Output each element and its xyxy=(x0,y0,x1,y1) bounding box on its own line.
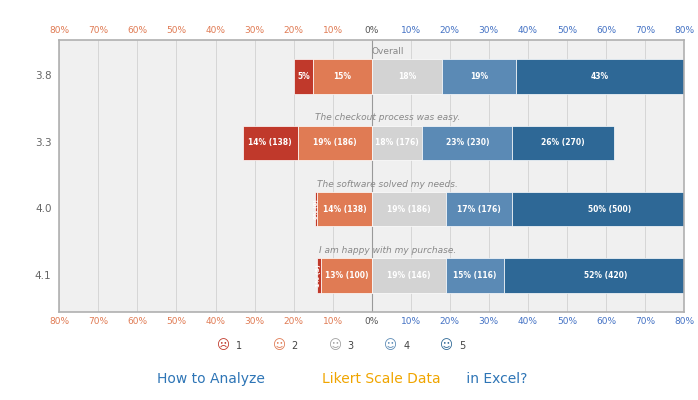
Text: 4.1: 4.1 xyxy=(35,270,52,280)
Text: 3.3: 3.3 xyxy=(35,138,52,148)
Text: How to Analyze: How to Analyze xyxy=(157,372,269,386)
Text: 4: 4 xyxy=(403,341,409,351)
Text: 26% (270): 26% (270) xyxy=(541,138,585,147)
Text: 15% (116): 15% (116) xyxy=(454,271,497,280)
Bar xyxy=(371,59,442,94)
Text: ☹: ☹ xyxy=(217,340,230,352)
Text: ☺: ☺ xyxy=(385,340,397,352)
Bar xyxy=(512,192,698,226)
Text: I am happy with my purchase.: I am happy with my purchase. xyxy=(319,246,456,255)
Text: 18%: 18% xyxy=(398,72,416,81)
Bar xyxy=(446,192,512,226)
Text: 3.8: 3.8 xyxy=(35,72,52,82)
Bar xyxy=(446,258,505,293)
Text: 3: 3 xyxy=(348,341,353,351)
Text: 15%: 15% xyxy=(334,72,351,81)
Bar xyxy=(313,59,371,94)
Bar xyxy=(516,59,684,94)
Text: 19%: 19% xyxy=(470,72,488,81)
Text: 19% (186): 19% (186) xyxy=(313,138,357,147)
Bar xyxy=(294,59,313,94)
Text: The checkout process was easy.: The checkout process was easy. xyxy=(315,113,460,122)
Bar xyxy=(442,59,516,94)
Bar xyxy=(297,126,371,160)
Text: 13% (100): 13% (100) xyxy=(325,271,368,280)
Text: Overall: Overall xyxy=(371,47,403,56)
Text: 23% (230): 23% (230) xyxy=(445,138,489,147)
Text: ☺: ☺ xyxy=(273,340,285,352)
Text: 5: 5 xyxy=(459,341,465,351)
Bar xyxy=(505,258,698,293)
Text: 14% (138): 14% (138) xyxy=(248,138,292,147)
Bar xyxy=(512,126,614,160)
Text: 19% (146): 19% (146) xyxy=(387,271,431,280)
Bar xyxy=(422,126,512,160)
Bar xyxy=(371,258,446,293)
Text: 0% (0): 0% (0) xyxy=(313,199,318,219)
Text: 19% (186): 19% (186) xyxy=(387,205,431,214)
Text: 17% (176): 17% (176) xyxy=(457,205,501,214)
Text: in Excel?: in Excel? xyxy=(462,372,528,386)
Bar xyxy=(317,258,321,293)
Text: ☺: ☺ xyxy=(329,340,341,352)
Bar xyxy=(321,258,371,293)
Bar xyxy=(315,192,317,226)
Text: 52% (420): 52% (420) xyxy=(584,271,628,280)
Text: 1% (5): 1% (5) xyxy=(316,264,322,287)
Bar xyxy=(243,126,297,160)
Text: 4.0: 4.0 xyxy=(35,204,52,214)
Text: 18% (176): 18% (176) xyxy=(376,138,419,147)
Bar xyxy=(371,126,422,160)
Text: 50% (500): 50% (500) xyxy=(588,205,632,214)
Text: 5%: 5% xyxy=(297,72,310,81)
Bar xyxy=(317,192,371,226)
Text: The software solved my needs.: The software solved my needs. xyxy=(317,180,458,189)
Bar xyxy=(371,192,446,226)
Text: ☺: ☺ xyxy=(440,340,453,352)
Text: 2: 2 xyxy=(292,341,297,351)
Text: 43%: 43% xyxy=(591,72,609,81)
Text: 14% (138): 14% (138) xyxy=(322,205,366,214)
Text: 1: 1 xyxy=(236,341,242,351)
Text: Likert Scale Data: Likert Scale Data xyxy=(322,372,441,386)
